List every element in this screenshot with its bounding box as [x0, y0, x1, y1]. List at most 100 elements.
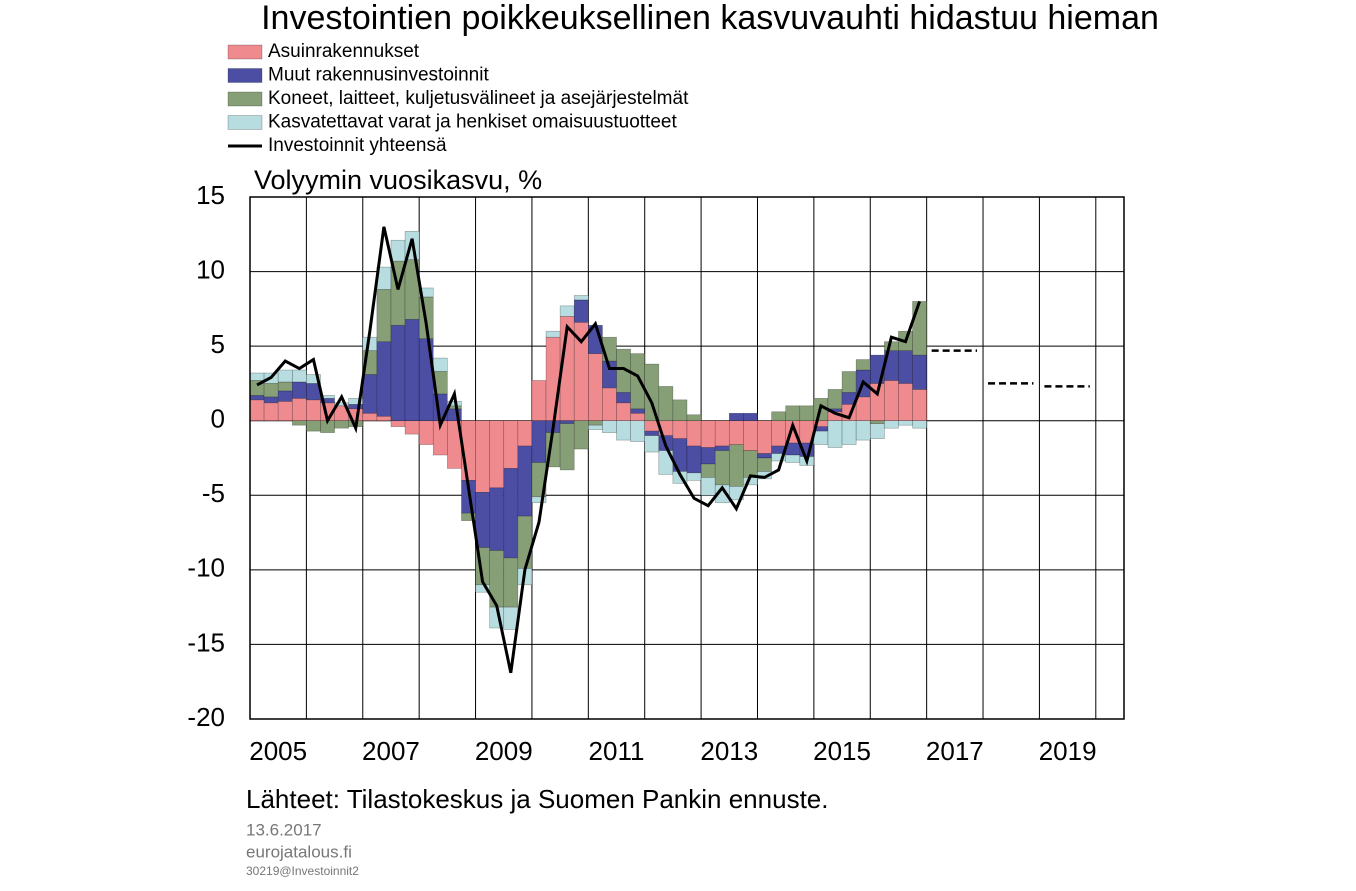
bar — [531, 496, 547, 504]
date: 13.6.2017 — [246, 820, 322, 839]
bar — [869, 420, 885, 424]
legend-swatch — [227, 115, 263, 130]
bar — [277, 369, 293, 383]
bar — [630, 420, 646, 442]
bar — [616, 420, 631, 441]
bar — [630, 412, 646, 422]
bar — [559, 423, 575, 471]
bar — [757, 457, 772, 472]
x-tick-label: 2019 — [1039, 736, 1097, 766]
bar — [686, 420, 702, 447]
bar — [616, 392, 631, 404]
bar — [559, 305, 575, 317]
bar — [855, 359, 871, 371]
x-tick-label: 2007 — [362, 736, 420, 766]
bar — [743, 412, 758, 422]
bar — [658, 386, 674, 422]
legend-swatch — [227, 91, 263, 107]
bar — [404, 318, 420, 422]
bar — [785, 454, 801, 463]
bar — [277, 381, 293, 392]
x-tick-label: 2015 — [813, 736, 871, 766]
bar — [672, 399, 688, 422]
bar — [630, 353, 646, 410]
bar — [291, 369, 307, 383]
bar — [728, 412, 744, 422]
bar — [362, 412, 378, 422]
bar — [503, 468, 519, 559]
y-tick-label: -10 — [187, 553, 225, 583]
bar — [418, 287, 434, 298]
bar — [743, 420, 758, 451]
bar — [898, 420, 913, 426]
bar — [447, 408, 462, 422]
bar — [588, 424, 603, 430]
bar — [545, 330, 561, 338]
bar — [306, 374, 321, 384]
bar — [291, 420, 307, 426]
bar — [827, 389, 843, 410]
y-tick-label: 15 — [196, 180, 225, 210]
bar — [686, 414, 702, 422]
bar — [376, 415, 392, 422]
bar — [644, 435, 660, 453]
bar — [249, 399, 265, 422]
bar — [827, 420, 843, 448]
bar — [475, 420, 490, 493]
legend-label: Investoinnit yhteensä — [268, 135, 447, 156]
legend-label: Asuinrakennukset — [268, 41, 420, 62]
bar — [517, 420, 533, 447]
bar — [545, 336, 561, 422]
bar — [728, 420, 744, 445]
bar — [588, 420, 603, 426]
bar — [714, 450, 730, 486]
bar — [855, 420, 871, 441]
bar — [390, 239, 406, 262]
y-tick-label: 0 — [211, 404, 225, 434]
legend-label: Kasvatettavat varat ja henkiset omaisuus… — [268, 112, 677, 133]
bar — [376, 289, 392, 342]
bar — [616, 402, 631, 422]
bar — [912, 354, 927, 390]
bar — [573, 299, 589, 323]
bar — [700, 447, 716, 465]
source: Lähteet: Tilastokeskus ja Suomen Pankin … — [246, 784, 828, 814]
bar — [277, 390, 293, 402]
bar — [573, 295, 589, 301]
x-tick-label: 2013 — [700, 736, 758, 766]
bar — [461, 512, 476, 521]
bar — [517, 515, 533, 569]
bar — [263, 396, 279, 404]
bar — [334, 420, 349, 429]
bar — [898, 350, 913, 384]
bar — [757, 420, 772, 454]
bar — [489, 420, 505, 489]
legend-swatch — [227, 68, 263, 83]
bar — [869, 423, 885, 439]
bar — [432, 357, 448, 372]
bar — [757, 453, 772, 459]
bar — [714, 445, 730, 451]
x-tick-label: 2011 — [589, 736, 645, 766]
bar — [249, 395, 265, 401]
bar — [841, 371, 857, 393]
bar — [390, 324, 406, 422]
bar — [884, 420, 899, 429]
bar — [686, 445, 702, 474]
plot-frame — [249, 196, 1125, 720]
bar — [912, 389, 927, 422]
bar — [841, 420, 857, 445]
bar — [517, 445, 533, 517]
bar — [728, 444, 744, 487]
bar — [418, 420, 434, 445]
bar — [700, 463, 716, 478]
bar — [771, 420, 786, 447]
bar — [531, 380, 547, 422]
bar — [644, 430, 660, 436]
bar — [912, 420, 927, 429]
bar — [573, 420, 589, 450]
bar — [813, 430, 829, 445]
bar — [912, 301, 927, 356]
bar — [700, 420, 716, 448]
